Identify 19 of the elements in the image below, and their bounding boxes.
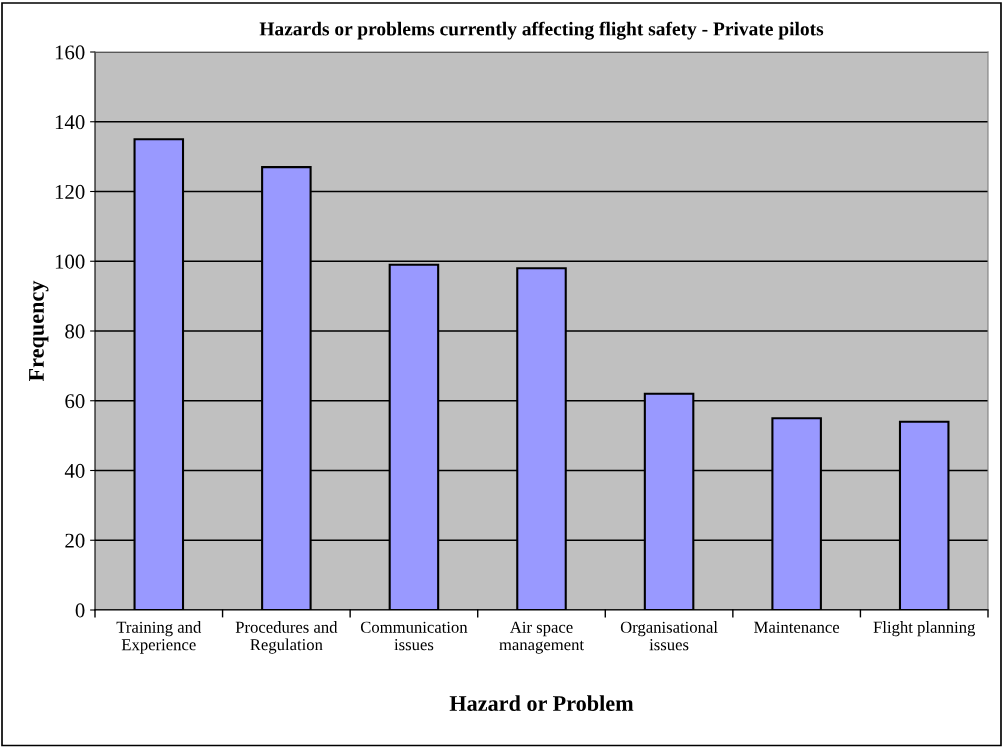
x-tick-label: Procedures and Regulation bbox=[235, 621, 338, 654]
x-tick-label: Flight planning bbox=[873, 621, 976, 637]
y-tick-label: 60 bbox=[65, 394, 85, 409]
x-tick-label: Organisational issues bbox=[620, 621, 718, 651]
y-axis-title: Frequency bbox=[29, 280, 49, 382]
y-tick-label: 40 bbox=[64, 463, 85, 478]
x-tick-label: Maintenance bbox=[754, 621, 840, 633]
x-tick-label: Communication issues bbox=[360, 621, 468, 651]
y-tick-label: 0 bbox=[75, 603, 85, 618]
y-tick-label: 100 bbox=[55, 254, 85, 269]
x-axis-title: Hazard or Problem bbox=[449, 695, 634, 712]
x-tick-label: Training and Experience bbox=[116, 621, 202, 654]
y-tick-label: 140 bbox=[55, 115, 85, 130]
chart-title: Hazards or problems currently affecting flight safety - Private pilots bbox=[259, 21, 824, 40]
x-tick-label: Air space management bbox=[499, 621, 584, 654]
y-tick-label: 160 bbox=[55, 45, 85, 60]
y-tick-label: 20 bbox=[65, 533, 85, 548]
y-tick-label: 80 bbox=[65, 324, 85, 339]
y-tick-label: 120 bbox=[55, 184, 85, 199]
